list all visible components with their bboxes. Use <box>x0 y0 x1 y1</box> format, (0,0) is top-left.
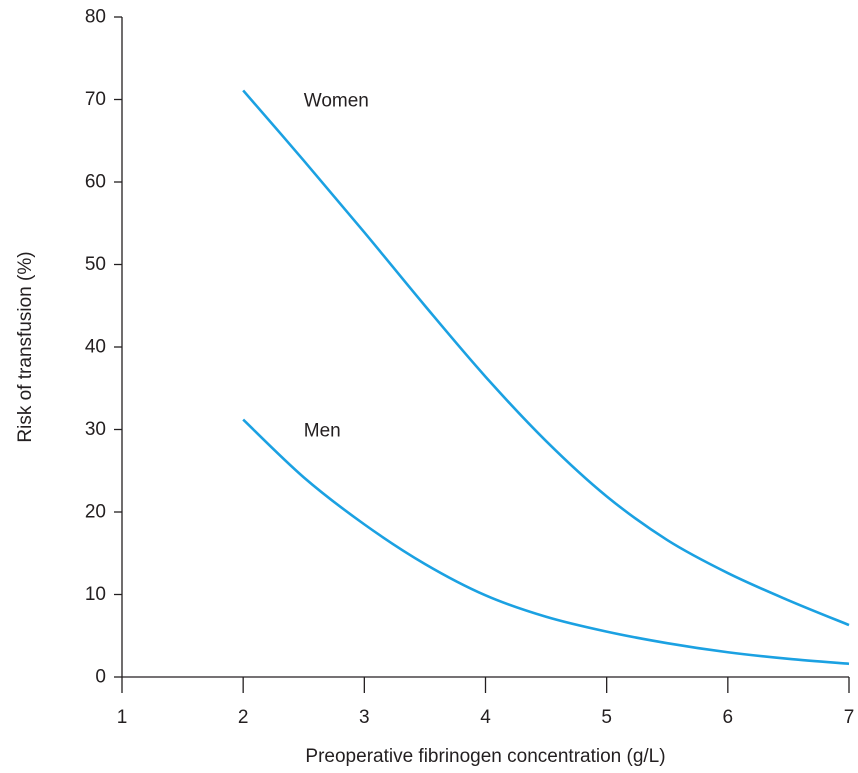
y-axis: 0 10 20 30 40 50 60 70 80 <box>85 7 123 688</box>
y-tick-label: 60 <box>85 172 106 193</box>
x-tick-label: 2 <box>238 707 249 728</box>
y-tick-label: 20 <box>85 502 106 523</box>
series-label-women: Women <box>304 91 369 112</box>
y-tick-label: 40 <box>85 337 106 358</box>
y-tick-label: 10 <box>85 584 106 605</box>
x-axis-title: Preoperative fibrinogen concentration (g… <box>305 746 665 767</box>
x-tick-label: 6 <box>723 707 734 728</box>
x-tick-label: 3 <box>359 707 370 728</box>
y-tick-label: 0 <box>95 667 106 688</box>
x-tick-label: 1 <box>117 707 128 728</box>
y-axis-title: Risk of transfusion (%) <box>15 251 36 442</box>
x-tick-label: 4 <box>480 707 491 728</box>
x-axis: 1 2 3 4 5 6 7 <box>117 676 855 728</box>
y-tick-label: 70 <box>85 89 106 110</box>
x-tick-label: 7 <box>844 707 855 728</box>
y-tick-label: 50 <box>85 254 106 275</box>
series-line-women <box>242 89 850 627</box>
y-tick-label: 80 <box>85 7 106 28</box>
x-tick-label: 5 <box>601 707 612 728</box>
series-layer <box>242 89 850 666</box>
series-label-men: Men <box>304 421 341 442</box>
y-tick-label: 30 <box>85 419 106 440</box>
series-line-men <box>242 418 850 666</box>
